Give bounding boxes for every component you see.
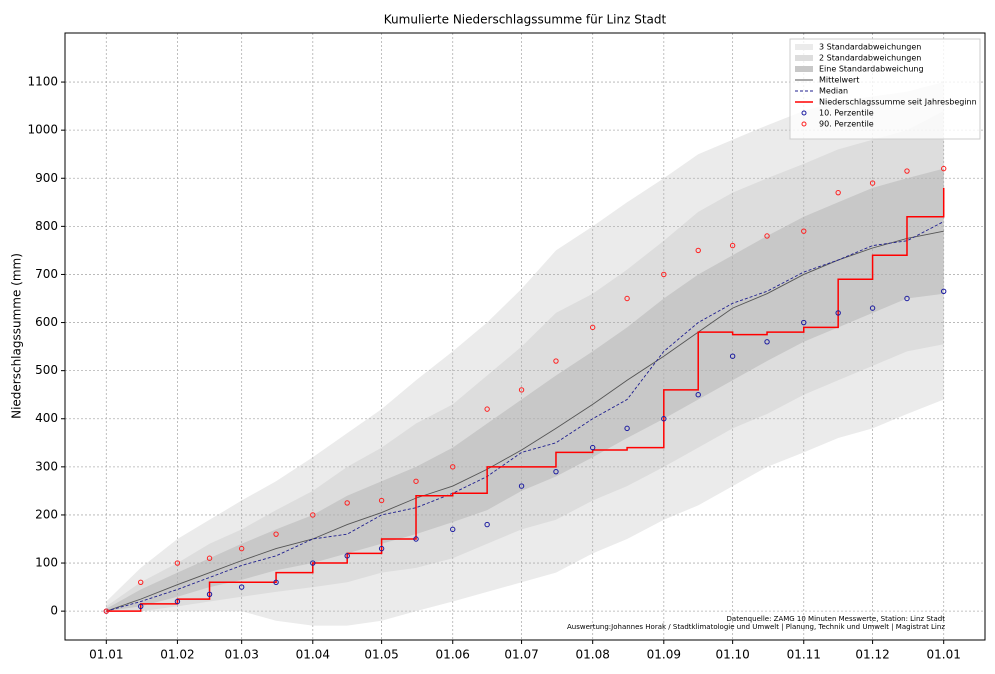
- percentile-dot: [413, 536, 419, 542]
- percentile-dot: [941, 288, 947, 294]
- percentile-dot: [518, 483, 525, 489]
- percentile-dot: [484, 521, 490, 528]
- percentile-dot: [484, 406, 490, 412]
- percentile-dot: [904, 295, 910, 302]
- legend-label: 3 Standardabweichungen: [819, 43, 921, 52]
- percentile-dot: [273, 531, 279, 537]
- y-axis-label: Niederschlagssumme (mm): [10, 253, 24, 419]
- y-tick-label: 800: [35, 219, 58, 233]
- percentile-dot: [801, 319, 807, 326]
- percentile-dot: [238, 545, 245, 552]
- y-tick-label: 200: [35, 507, 58, 521]
- percentile-dot: [764, 233, 770, 239]
- x-tick-label: 01.06: [436, 648, 470, 662]
- source-note: Datenquelle: ZAMG 10 Minuten Messwerte, …: [727, 615, 946, 623]
- stat-line: [106, 230, 944, 612]
- y-tick-label: 900: [35, 171, 58, 185]
- legend-label: 90. Perzentile: [819, 120, 874, 129]
- x-tick-label: 01.12: [855, 648, 889, 662]
- source-note: Auswertung:Johannes Horak / Stadtklimato…: [567, 623, 945, 631]
- percentile-dot: [729, 242, 736, 249]
- y-tick-label: 1100: [27, 75, 58, 89]
- legend-label: Median: [819, 87, 848, 96]
- percentile-dot: [801, 228, 807, 234]
- percentile-dot: [869, 305, 876, 311]
- x-tick-label: 01.09: [647, 648, 681, 662]
- y-tick-label: 700: [35, 267, 58, 281]
- percentile-dot: [589, 324, 596, 331]
- percentile-dot: [941, 165, 947, 172]
- x-tick-label: 01.08: [576, 648, 610, 662]
- percentile-dot: [138, 603, 144, 610]
- percentile-dot: [904, 168, 910, 174]
- percentile-dot: [413, 478, 419, 484]
- legend-label: 2 Standardabweichungen: [819, 54, 921, 63]
- percentile-dot: [344, 553, 350, 559]
- y-tick-label: 600: [35, 315, 58, 329]
- y-tick-label: 0: [50, 604, 58, 618]
- legend-swatch: [795, 66, 813, 72]
- legend-swatch: [801, 110, 807, 116]
- chart-title: Kumulierte Niederschlagssumme für Linz S…: [384, 13, 667, 27]
- x-tick-label: 01.04: [296, 648, 330, 662]
- legend-label: Eine Standardabweichung: [819, 65, 924, 74]
- y-tick-label: 500: [35, 363, 58, 377]
- stat-line: [106, 221, 944, 612]
- percentile-dot: [553, 358, 559, 364]
- percentile-dot: [450, 526, 456, 533]
- legend-label: Mittelwert: [819, 76, 859, 85]
- std-band: [106, 110, 944, 612]
- x-tick-label: 01.07: [504, 648, 538, 662]
- percentile-dot: [103, 608, 109, 614]
- y-tick-label: 100: [35, 556, 58, 570]
- legend-label: 10. Perzentile: [819, 109, 874, 118]
- percentile-dot: [661, 271, 667, 278]
- percentile-dot: [869, 180, 876, 186]
- y-tick-label: 300: [35, 459, 58, 473]
- legend-swatch: [801, 121, 807, 127]
- legend-swatch: [795, 44, 813, 50]
- percentile-dot: [378, 497, 385, 504]
- percentile-dot: [553, 468, 559, 475]
- y-tick-label: 400: [35, 411, 58, 425]
- percentile-dot: [273, 579, 279, 585]
- percentile-dot: [695, 247, 701, 254]
- legend-box: [789, 38, 981, 140]
- percentile-dot: [174, 560, 181, 566]
- x-tick-label: 01.05: [364, 648, 398, 662]
- percentile-dot: [378, 545, 385, 552]
- percentile-dot: [729, 353, 736, 359]
- percentile-dot: [624, 425, 630, 432]
- std-band: [106, 168, 944, 612]
- y-tick-label: 1000: [27, 123, 58, 137]
- legend-swatch: [795, 55, 813, 61]
- x-tick-label: 01.03: [224, 648, 258, 662]
- plot-frame: [64, 32, 986, 641]
- percentile-dot: [835, 189, 841, 196]
- percentile-dot: [835, 310, 841, 316]
- x-tick-label: 01.01: [927, 648, 961, 662]
- percentile-dot: [310, 512, 316, 518]
- percentile-dot: [695, 391, 701, 398]
- legend-label: Niederschlagssumme seit Jahresbeginn: [819, 98, 977, 107]
- percentile-dot: [624, 295, 630, 302]
- percentile-dot: [450, 464, 456, 470]
- percentile-dot: [518, 387, 525, 393]
- percentile-dot: [138, 579, 144, 585]
- percentile-dot: [238, 584, 245, 590]
- x-tick-label: 01.02: [160, 648, 194, 662]
- percentile-dot: [344, 500, 350, 506]
- percentile-dot: [764, 339, 770, 345]
- percentile-dot: [661, 416, 667, 422]
- percentile-dot: [174, 598, 181, 605]
- percentile-dot: [206, 555, 213, 561]
- percentile-dot: [206, 591, 213, 598]
- x-tick-label: 01.10: [715, 648, 749, 662]
- percentile-dot: [589, 444, 596, 451]
- percentile-dot: [310, 560, 316, 566]
- x-tick-label: 01.11: [787, 648, 821, 662]
- x-tick-label: 01.01: [89, 648, 123, 662]
- current-year-line: [106, 187, 945, 612]
